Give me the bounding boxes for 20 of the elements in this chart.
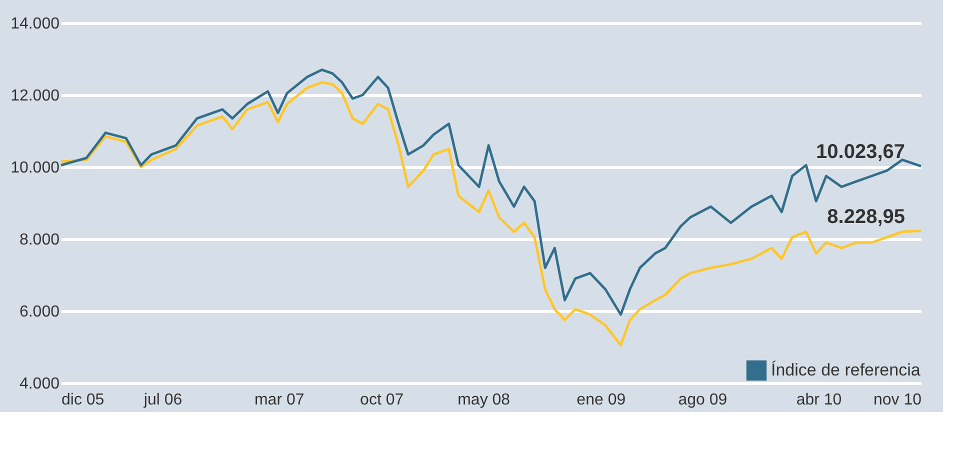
y-tick-label: 4.000	[19, 376, 60, 392]
x-tick-label: nov 10	[873, 392, 922, 408]
x-tick-label: ago 09	[678, 392, 728, 408]
x-tick-label: may 08	[458, 392, 510, 408]
y-tick-label: 14.000	[10, 16, 60, 32]
x-tick-label: abr 10	[796, 392, 842, 408]
y-tick-label: 10.000	[10, 160, 60, 176]
legend-label: Índice de referencia	[771, 360, 921, 380]
y-tick-label: 12.000	[10, 88, 60, 104]
x-tick-label: oct 07	[360, 392, 404, 408]
y-tick-label: 6.000	[19, 304, 60, 320]
x-tick-label: mar 07	[254, 392, 304, 408]
x-tick-label: ene 09	[576, 392, 626, 408]
annotation: 8.228,95	[827, 206, 905, 228]
x-tick-label: jul 06	[142, 392, 182, 408]
y-tick-label: 8.000	[19, 232, 60, 248]
annotation: 10.023,67	[816, 141, 905, 164]
line-series	[60, 81, 922, 346]
x-tick-label: dic 05	[62, 392, 104, 408]
line-series	[60, 68, 922, 316]
